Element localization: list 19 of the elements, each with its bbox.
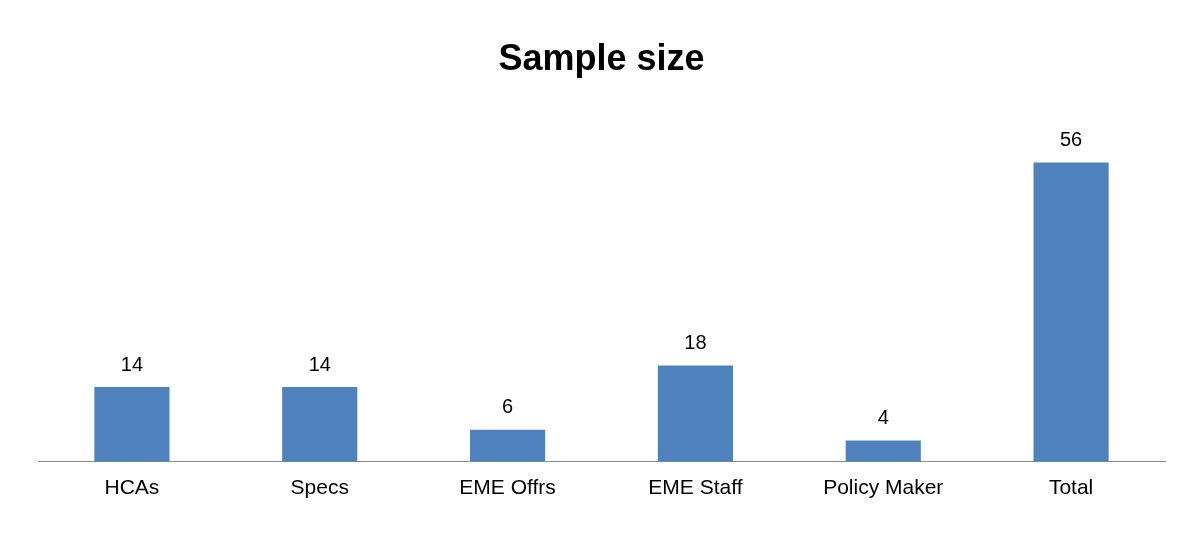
bar (94, 386, 170, 462)
chart-title: Sample size (498, 36, 705, 78)
data-label: 14 (308, 352, 331, 375)
data-label: 56 (1059, 128, 1083, 151)
bar (657, 365, 733, 462)
bar (1033, 162, 1109, 462)
data-label: 14 (120, 352, 144, 375)
data-label: 6 (502, 395, 514, 418)
x-tick-label: EME Offrs (459, 475, 556, 499)
x-tick-label: Specs (290, 475, 349, 499)
x-tick-label: HCAs (104, 475, 160, 499)
data-label: 18 (684, 331, 707, 354)
x-tick-label: EME Staff (648, 475, 743, 499)
bar (470, 429, 546, 462)
bar (845, 440, 921, 462)
bar (282, 386, 358, 462)
x-tick-label: Policy Maker (823, 475, 944, 499)
data-label: 4 (877, 405, 889, 428)
x-tick-label: Total (1048, 475, 1094, 499)
